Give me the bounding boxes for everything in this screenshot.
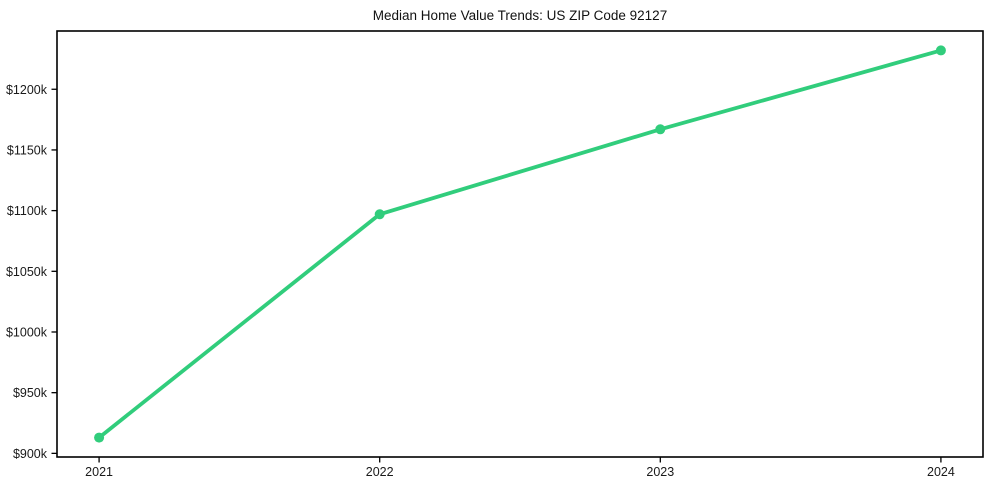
- x-tick-label: 2023: [646, 465, 674, 479]
- y-tick-label: $950k: [13, 386, 48, 400]
- data-point-2023: [655, 124, 666, 135]
- x-tick-label: 2022: [366, 465, 394, 479]
- x-tick-label: 2021: [85, 465, 113, 479]
- y-tick-label: $1200k: [6, 83, 48, 97]
- y-tick-label: $1050k: [6, 265, 48, 279]
- x-tick-label: 2024: [927, 465, 955, 479]
- plot-border: [56, 30, 984, 458]
- y-tick-label: $1100k: [7, 204, 48, 218]
- y-tick-label: $900k: [13, 447, 48, 461]
- y-tick-label: $1150k: [7, 143, 48, 157]
- trend-line: [97, 48, 943, 440]
- data-point-2024: [935, 45, 946, 56]
- data-point-2022: [374, 209, 385, 220]
- chart-title: Median Home Value Trends: US ZIP Code 92…: [373, 8, 667, 23]
- y-tick-label: $1000k: [6, 325, 48, 339]
- data-point-2021: [94, 432, 105, 443]
